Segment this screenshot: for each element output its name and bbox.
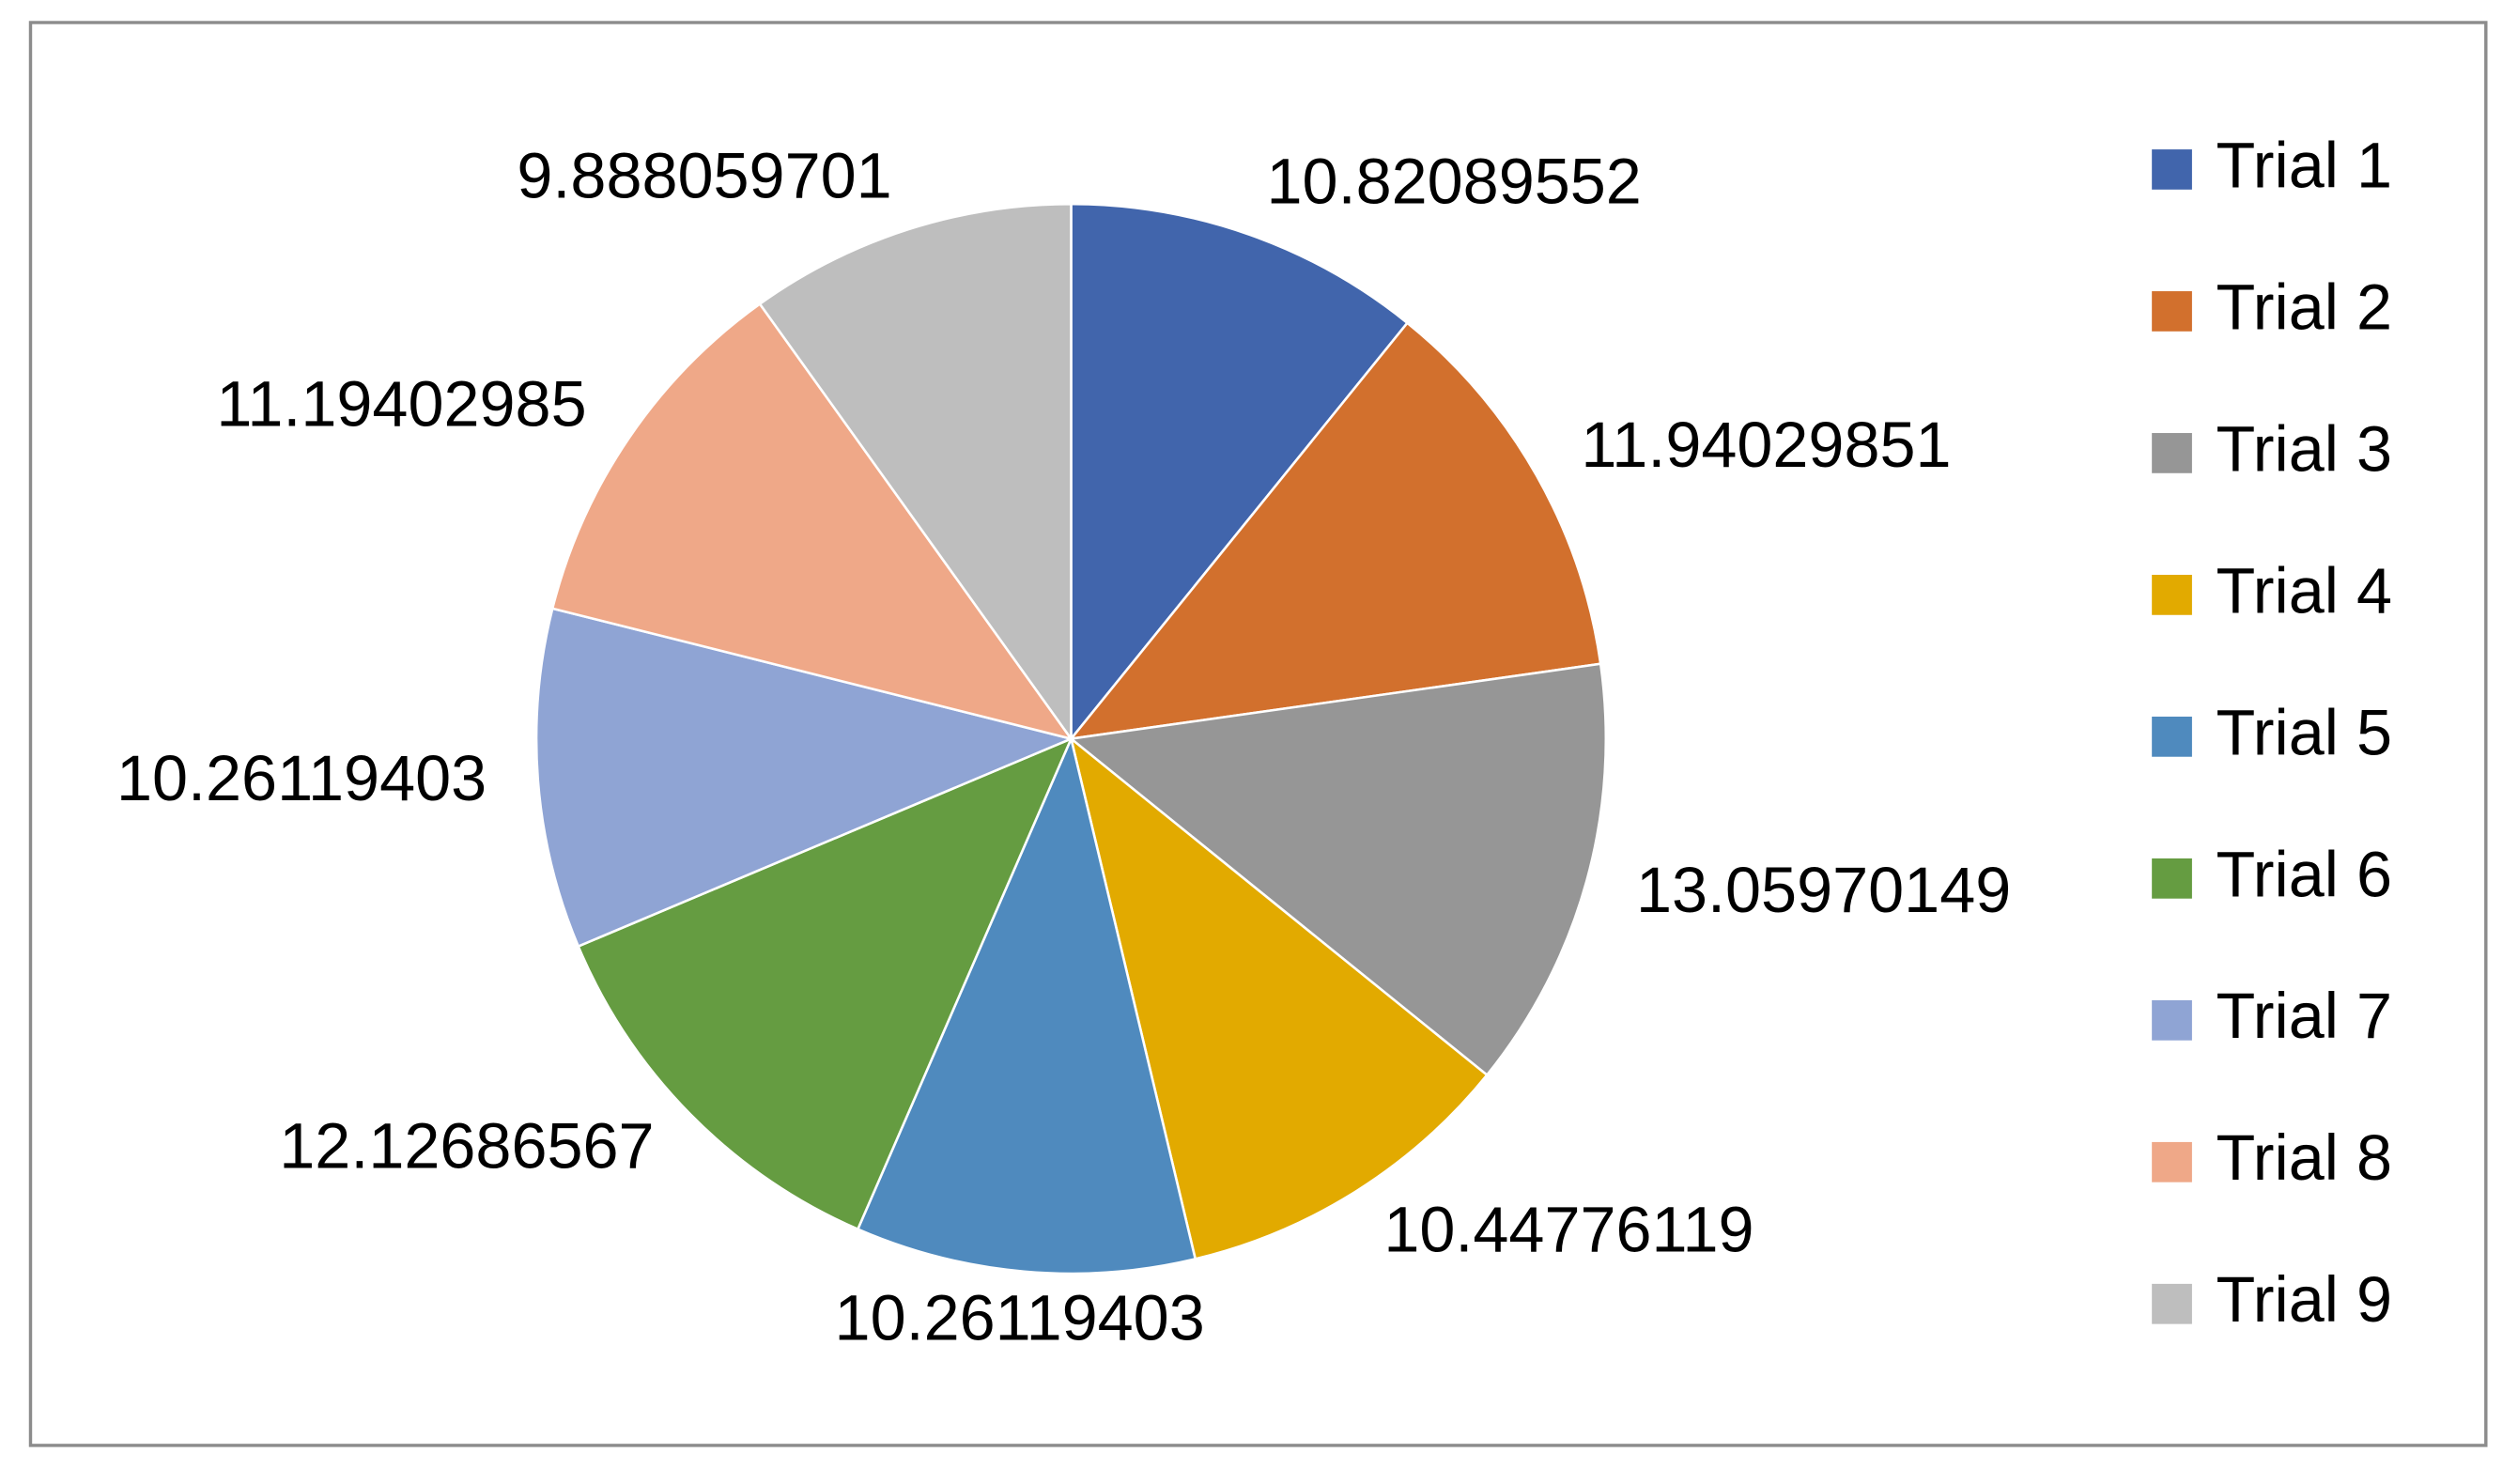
data-label: 10.26119403 [835, 1282, 1205, 1353]
legend-label: Trial 8 [2217, 1122, 2392, 1194]
legend-swatch [2152, 999, 2192, 1041]
data-label: 10.82089552 [1267, 146, 1642, 217]
pie-slice [1069, 735, 1490, 1260]
legend-swatch [2152, 291, 2192, 332]
pie-slice [758, 202, 1073, 743]
pie-slice [1070, 202, 1410, 743]
pie-slice [1068, 662, 1608, 1077]
pie-slice [1068, 321, 1602, 741]
legend-swatch [2152, 716, 2192, 757]
legend-label: Trial 7 [2217, 981, 2392, 1052]
legend-label: Trial 5 [2217, 697, 2392, 768]
pie-slice [856, 734, 1197, 1275]
legend-label: Trial 6 [2217, 839, 2392, 910]
data-label: 13.05970149 [1636, 855, 2011, 926]
legend-swatch [2152, 433, 2192, 473]
data-label: 11.94029851 [1581, 410, 1951, 481]
pie-slice [577, 736, 1074, 1231]
pie-slice [550, 301, 1074, 741]
legend-label: Trial 4 [2217, 555, 2392, 626]
legend-label: Trial 3 [2217, 413, 2392, 485]
pie-slice [534, 607, 1075, 949]
legend-swatch [2152, 1283, 2192, 1324]
legend-label: Trial 9 [2217, 1264, 2392, 1336]
data-label: 10.44776119 [1383, 1195, 1753, 1266]
legend-swatch [2152, 858, 2192, 899]
legend-swatch [2152, 575, 2192, 615]
data-label: 11.19402985 [216, 368, 586, 440]
legend-label: Trial 2 [2217, 271, 2392, 343]
legend-swatch [2152, 149, 2192, 190]
data-label: 12.12686567 [279, 1110, 654, 1182]
legend-label: Trial 1 [2217, 130, 2392, 201]
data-label: 9.888059701 [517, 140, 891, 211]
data-label: 10.26119403 [116, 743, 487, 814]
legend-swatch [2152, 1141, 2192, 1183]
